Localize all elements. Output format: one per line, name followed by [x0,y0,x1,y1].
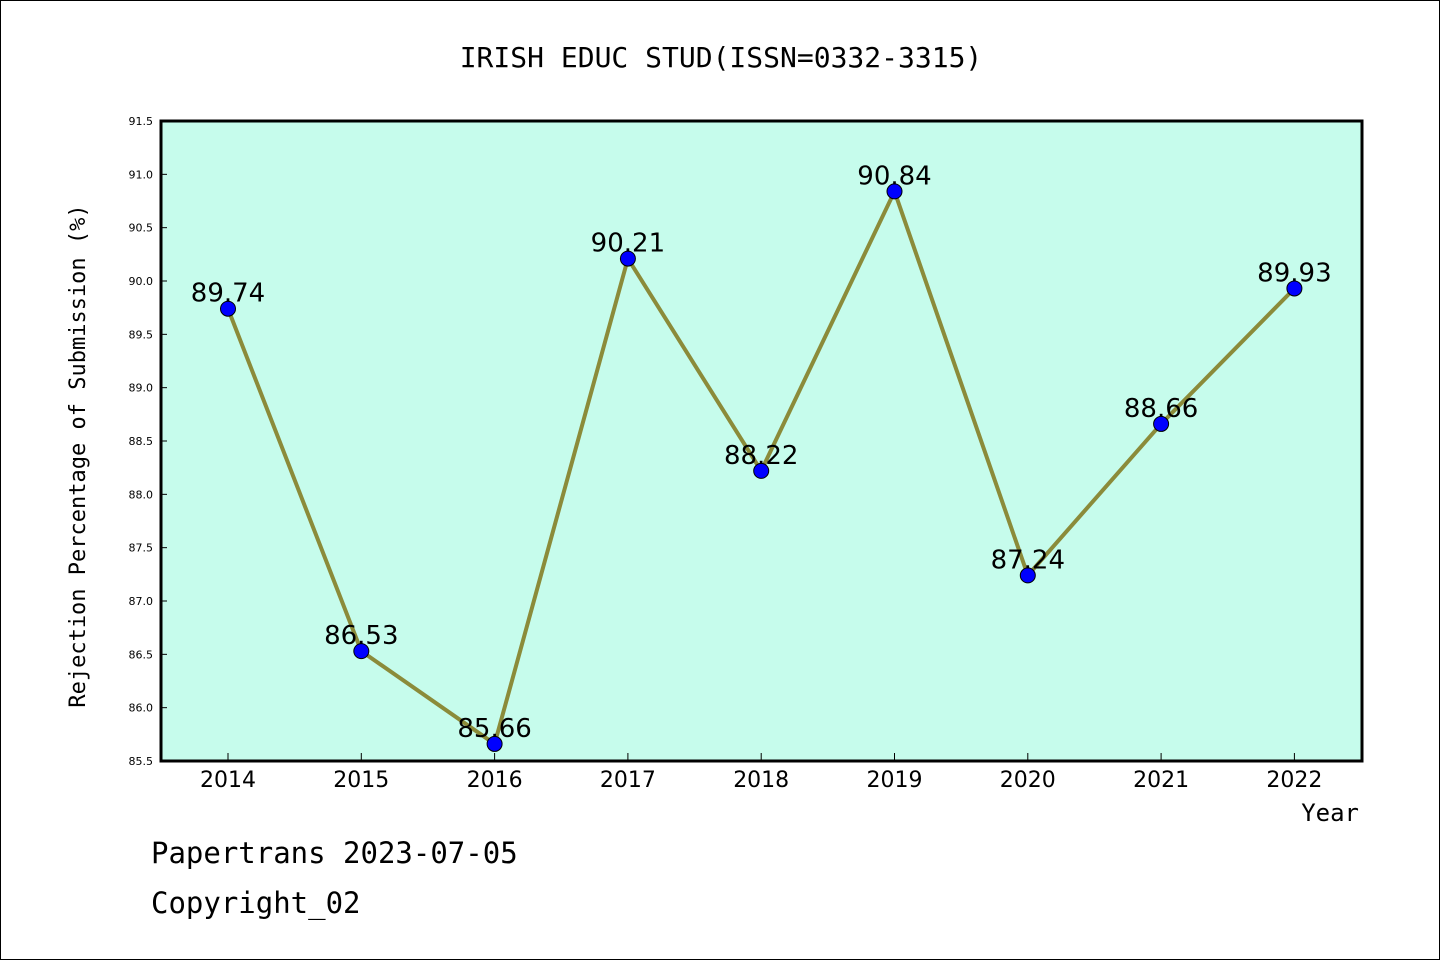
y-tick-label: 86.5 [129,648,154,661]
y-tick-label: 87.5 [129,542,154,555]
y-tick-label: 90.5 [129,222,154,235]
data-value-label: 88.22 [724,441,798,471]
data-point-marker [220,300,236,317]
y-tick-label: 88.5 [129,435,154,448]
x-tick-label: 2016 [467,768,523,793]
y-tick-label: 89.0 [129,382,154,395]
data-point-marker [1019,567,1036,584]
x-axis-label: Year [1301,799,1359,827]
x-axis-ticks: 2014 2015 2016 2017 2018 2019 2020 2021 2022 [200,753,1322,793]
data-series [220,183,1303,752]
y-axis-label: Rejection Percentage of Submission (%) [66,204,91,707]
x-tick-label: 2020 [1000,768,1056,793]
y-tick-label: 91.5 [129,115,154,128]
x-tick-label: 2017 [600,768,656,793]
x-tick-label: 2019 [867,768,923,793]
plot-border [159,119,1364,763]
x-tick-label: 2022 [1266,768,1322,793]
data-point-marker [1153,415,1170,432]
y-tick-label: 88.0 [129,488,154,501]
data-value-label: 88.66 [1124,394,1198,424]
data-value-label: 89.74 [191,279,265,309]
y-tick-label: 89.5 [129,328,154,341]
data-point-marker [1286,280,1303,297]
data-point-marker [353,643,370,660]
chart-title: IRISH EDUC STUD(ISSN=0332-3315) [460,41,983,74]
y-tick-label: 86.0 [129,702,154,715]
y-tick-label: 87.0 [129,595,154,608]
data-point-marker [486,735,503,752]
data-value-label: 87.24 [991,545,1065,575]
x-tick-label: 2014 [200,768,256,793]
footer-date-text: Papertrans 2023-07-05 [151,836,518,870]
x-tick-label: 2021 [1133,768,1189,793]
data-value-label: 89.93 [1257,258,1331,288]
footer-copyright-text: Copyright_02 [151,886,361,920]
data-value-label: 90.21 [591,229,665,259]
data-value-label: 86.53 [324,621,398,651]
y-axis-ticks: 85.5 86.0 86.5 87.0 87.5 88.0 88.5 89.0 89.5 90.0… [129,115,167,768]
x-tick-label: 2015 [333,768,389,793]
y-tick-label: 90.0 [129,275,154,288]
y-tick-label: 85.5 [129,755,154,768]
data-labels: 89.74 86.53 85.66 90.21 88.22 90.84 87.24 88.66… [191,161,1332,744]
data-value-label: 85.66 [457,714,531,744]
y-tick-label: 91.0 [129,168,154,181]
data-value-label: 90.84 [857,161,931,191]
data-point-marker [753,462,770,479]
data-point-marker [619,250,636,267]
x-tick-label: 2018 [733,768,789,793]
data-point-marker [886,183,903,200]
